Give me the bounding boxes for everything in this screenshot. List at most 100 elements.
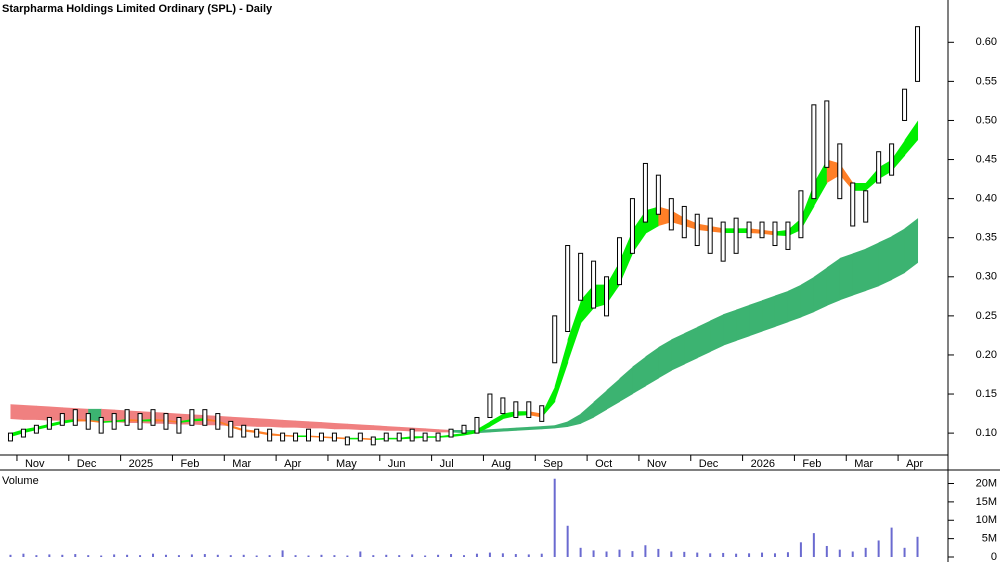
volume-bar — [411, 554, 414, 557]
x-tick-label: Feb — [180, 458, 199, 470]
x-tick-label: Apr — [906, 458, 923, 470]
price-bar — [915, 26, 921, 82]
ribbon-segment — [645, 206, 659, 234]
ribbon-segment — [904, 218, 919, 273]
ribbon-segment — [736, 228, 750, 234]
ribbon-segment — [632, 210, 646, 254]
ribbon-segment — [204, 418, 219, 423]
ribbon-segment — [736, 304, 750, 341]
volume-bar — [540, 553, 543, 557]
price-bar — [124, 409, 130, 426]
ribbon-segment — [321, 422, 335, 430]
ribbon-segment — [438, 434, 452, 438]
volume-bar — [864, 547, 867, 557]
ribbon-segment — [554, 421, 569, 429]
volume-bar — [74, 554, 77, 557]
ribbon-segment — [165, 419, 180, 423]
volume-bar — [825, 545, 828, 557]
ribbon-segment — [62, 419, 76, 424]
ribbon-segment — [412, 427, 426, 432]
volume-bar — [773, 553, 776, 557]
panel-title: Starpharma Holdings Limited Ordinary (SP… — [2, 3, 273, 15]
price-bar — [46, 416, 52, 430]
ribbon-segment — [88, 408, 102, 423]
price-bar — [280, 432, 286, 442]
y-tick-label: 0.40 — [976, 193, 997, 205]
x-tick-label: Jul — [440, 458, 454, 470]
panel-title: Volume — [2, 475, 39, 487]
ribbon-segment — [684, 326, 698, 365]
y-tick-label: 0.20 — [976, 349, 997, 361]
volume-bar — [268, 555, 271, 557]
price-bar — [435, 432, 441, 442]
volume-bar — [475, 553, 478, 557]
ribbon-segment — [36, 405, 50, 421]
ribbon-segment — [373, 425, 387, 431]
ribbon-segment — [800, 276, 815, 318]
ribbon-segment — [619, 366, 633, 402]
price-bar — [98, 416, 104, 434]
ribbon-segment — [127, 419, 141, 422]
ribbon-segment — [347, 423, 361, 430]
volume-bar — [61, 554, 64, 557]
volume-bar — [424, 555, 427, 557]
ribbon-segment — [334, 422, 348, 430]
volume-bar — [333, 555, 336, 557]
ribbon-segment — [515, 411, 530, 416]
y-tick-label: 0.60 — [976, 36, 997, 48]
price-bar — [33, 424, 39, 434]
price-bar — [902, 88, 908, 121]
ribbon-segment — [541, 386, 556, 418]
price-bar — [526, 401, 532, 418]
price-bar — [604, 276, 610, 317]
x-tick-label: Dec — [699, 458, 719, 470]
ribbon-segment — [101, 408, 115, 423]
ribbon-segment — [36, 423, 50, 430]
ribbon-segment — [554, 339, 569, 402]
price-bar — [889, 143, 895, 176]
ribbon-segment — [671, 333, 685, 371]
ribbon-segment — [567, 413, 582, 427]
ribbon-segment — [671, 210, 685, 226]
volume-bar — [618, 549, 621, 557]
volume-bar — [903, 547, 906, 557]
ribbon-segment — [334, 437, 348, 440]
price-bar — [409, 428, 415, 442]
price-bar — [189, 409, 195, 426]
price-bar — [150, 409, 156, 426]
ribbon-segment — [308, 421, 322, 429]
ribbon-segment — [230, 425, 245, 432]
price-bar — [539, 405, 545, 422]
ribbon-segment — [425, 436, 439, 438]
price-bar — [370, 436, 376, 446]
ribbon-segment — [528, 411, 543, 418]
volume-bar — [126, 554, 129, 557]
ribbon-segment — [580, 401, 595, 424]
ribbon-segment — [826, 159, 841, 183]
ribbon-segment — [256, 430, 271, 436]
ribbon-segment — [904, 120, 919, 156]
y-tick-label: 0.25 — [976, 310, 997, 322]
price-bar — [7, 432, 13, 442]
ribbon-segment — [451, 429, 465, 434]
price-bar — [396, 432, 402, 442]
ribbon-segment — [282, 434, 297, 438]
ribbon-segment — [140, 419, 154, 422]
price-bar — [694, 213, 700, 247]
x-tick-label: 2026 — [751, 458, 775, 470]
volume-bar — [385, 554, 388, 557]
ribbon-segment — [75, 419, 89, 422]
volume-bar — [398, 555, 401, 557]
volume-bar — [644, 545, 647, 557]
ribbon-segment — [697, 223, 711, 232]
price-bar — [616, 237, 622, 286]
volume-bar — [294, 555, 297, 557]
price-bar — [578, 252, 584, 301]
ribbon-segment — [191, 418, 206, 422]
price-bar — [318, 432, 324, 442]
price-bar — [176, 416, 182, 434]
volume-bar — [890, 527, 893, 557]
ribbon-segment — [49, 420, 63, 427]
price-bar — [344, 436, 350, 446]
